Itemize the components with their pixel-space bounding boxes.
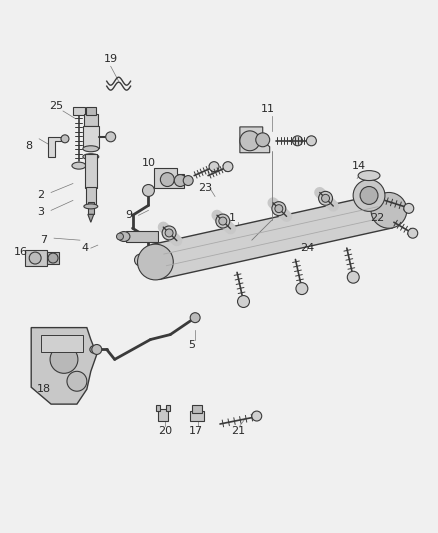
Text: 11: 11 bbox=[261, 104, 275, 114]
Text: 14: 14 bbox=[352, 160, 366, 171]
Text: 1: 1 bbox=[229, 213, 235, 223]
Ellipse shape bbox=[272, 201, 286, 216]
Polygon shape bbox=[31, 328, 97, 404]
Circle shape bbox=[256, 133, 270, 147]
Polygon shape bbox=[240, 127, 270, 153]
Ellipse shape bbox=[358, 171, 380, 181]
Ellipse shape bbox=[216, 214, 230, 228]
Circle shape bbox=[61, 135, 69, 143]
Bar bbox=[41, 335, 83, 352]
Bar bbox=[159, 409, 168, 421]
Circle shape bbox=[404, 204, 414, 213]
Text: 22: 22 bbox=[370, 213, 384, 223]
Bar bbox=[126, 231, 158, 243]
Bar bbox=[88, 203, 94, 214]
Text: 4: 4 bbox=[81, 243, 88, 253]
Text: 20: 20 bbox=[158, 426, 173, 436]
Bar bbox=[84, 114, 98, 126]
Circle shape bbox=[237, 295, 250, 308]
Text: 17: 17 bbox=[189, 426, 203, 436]
Ellipse shape bbox=[219, 217, 227, 225]
Text: 18: 18 bbox=[37, 384, 51, 394]
Circle shape bbox=[106, 132, 116, 142]
Text: 10: 10 bbox=[141, 158, 155, 168]
Text: 8: 8 bbox=[26, 141, 33, 151]
Ellipse shape bbox=[83, 154, 99, 160]
Text: 5: 5 bbox=[189, 340, 196, 350]
Circle shape bbox=[134, 254, 146, 266]
Ellipse shape bbox=[165, 229, 173, 237]
Bar bbox=[166, 405, 170, 411]
Circle shape bbox=[142, 184, 155, 197]
Ellipse shape bbox=[72, 162, 86, 169]
Text: 24: 24 bbox=[300, 243, 314, 253]
Ellipse shape bbox=[371, 192, 407, 228]
Ellipse shape bbox=[117, 233, 124, 240]
Bar bbox=[156, 405, 160, 411]
Circle shape bbox=[92, 344, 102, 354]
Text: 23: 23 bbox=[198, 183, 212, 193]
Circle shape bbox=[209, 161, 219, 172]
Ellipse shape bbox=[275, 205, 283, 213]
Circle shape bbox=[29, 252, 41, 264]
Ellipse shape bbox=[83, 146, 99, 152]
Circle shape bbox=[360, 187, 378, 204]
Circle shape bbox=[174, 175, 186, 187]
Bar bbox=[85, 154, 97, 189]
Circle shape bbox=[160, 173, 174, 187]
Polygon shape bbox=[88, 214, 94, 222]
Bar bbox=[192, 405, 202, 413]
Circle shape bbox=[347, 271, 359, 283]
Bar bbox=[190, 411, 204, 421]
Circle shape bbox=[67, 372, 87, 391]
Bar bbox=[86, 187, 96, 204]
Polygon shape bbox=[152, 193, 393, 279]
Circle shape bbox=[183, 175, 193, 185]
Ellipse shape bbox=[84, 204, 98, 209]
Ellipse shape bbox=[118, 231, 130, 241]
Text: 2: 2 bbox=[38, 190, 45, 200]
Ellipse shape bbox=[321, 195, 329, 203]
Circle shape bbox=[296, 282, 308, 295]
Circle shape bbox=[50, 345, 78, 373]
Text: 3: 3 bbox=[38, 207, 45, 217]
Circle shape bbox=[240, 131, 260, 151]
Circle shape bbox=[293, 136, 303, 146]
Text: 16: 16 bbox=[14, 247, 28, 257]
Bar bbox=[73, 107, 85, 115]
Ellipse shape bbox=[90, 345, 100, 353]
Bar bbox=[25, 250, 47, 266]
Text: 7: 7 bbox=[41, 235, 48, 245]
Ellipse shape bbox=[162, 226, 176, 240]
Bar bbox=[47, 252, 59, 264]
Circle shape bbox=[48, 253, 58, 263]
Bar bbox=[86, 107, 96, 115]
Circle shape bbox=[307, 136, 316, 146]
Circle shape bbox=[223, 161, 233, 172]
Text: 21: 21 bbox=[231, 426, 245, 436]
Ellipse shape bbox=[138, 244, 173, 280]
Circle shape bbox=[353, 180, 385, 212]
Ellipse shape bbox=[318, 191, 332, 205]
Circle shape bbox=[190, 313, 200, 322]
Text: 9: 9 bbox=[125, 211, 132, 220]
Text: 25: 25 bbox=[49, 101, 63, 111]
Polygon shape bbox=[48, 137, 61, 157]
Text: 19: 19 bbox=[104, 54, 118, 64]
Circle shape bbox=[252, 411, 262, 421]
Bar bbox=[83, 126, 99, 148]
Circle shape bbox=[408, 228, 418, 238]
Polygon shape bbox=[155, 168, 184, 188]
